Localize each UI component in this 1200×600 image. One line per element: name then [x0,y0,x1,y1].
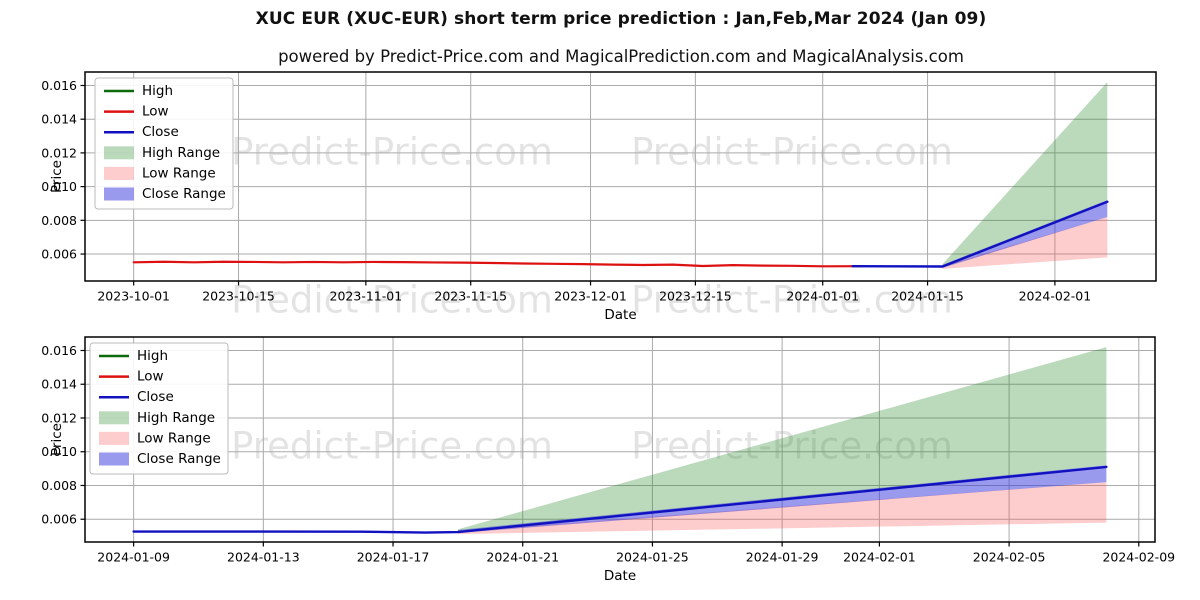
y-axis-label: Price [49,160,65,193]
legend-item: High Range [104,145,220,161]
legend-item: High Range [99,410,215,426]
low_range-legend-swatch [104,166,134,180]
x-tick-label: 2024-02-01 [843,550,916,565]
chart-title: XUC EUR (XUC-EUR) short term price predi… [255,9,987,29]
high-range-fill [457,347,1107,533]
x-tick-label: 2024-02-09 [1102,550,1175,565]
x-tick-label: 2023-11-01 [330,289,403,304]
watermark-text: Predict-Price.com [231,425,553,468]
x-tick-label: 2023-10-15 [202,289,275,304]
legend: High Low Close High Range Low Range Close Ran… [94,77,234,210]
legend-label: High Range [137,410,215,426]
x-tick-label: 2024-01-13 [227,550,300,565]
x-tick-label: 2024-01-25 [616,550,689,565]
legend-label: High [142,83,173,99]
x-tick-label: 2024-01-09 [97,550,170,565]
high-range-fill [942,82,1108,268]
y-tick-label: 0.006 [41,512,77,527]
legend-item: Low [99,369,164,385]
x-tick-label: 2023-10-01 [97,289,170,304]
low-range-fill [942,216,1108,269]
legend-item: Close [99,389,174,405]
watermark-text: Predict-Price.com [631,131,953,174]
legend-item: Low Range [104,165,216,181]
x-tick-label: 2023-12-01 [554,289,627,304]
chart-history-and-forecast: 2023-10-01 2023-10-15 2023-11-01 2023-11-15… [41,71,1157,323]
x-tick-label: 2024-01-21 [486,550,559,565]
y-tick-label: 0.016 [41,343,77,358]
x-tick-label: 2024-01-01 [786,289,859,304]
low-range-fill [457,482,1107,535]
x-tick-label: 2024-01-29 [746,550,819,565]
x-axis-label: Date [604,568,636,584]
legend-item: Low [104,104,169,120]
legend-item: High [99,348,168,364]
close_range-legend-swatch [99,452,129,466]
plot-border [84,336,1156,543]
high_range-legend-swatch [99,411,129,425]
y-tick-label: 0.008 [41,213,77,228]
x-tick-label: 2023-11-15 [434,289,507,304]
watermark-text: Predict-Price.com [231,131,553,174]
watermark-text: Predict-Price.com [631,425,953,468]
watermark-text: Predict-Price.com [231,279,553,322]
chart-subtitle: powered by Predict-Price.com and Magical… [278,47,964,66]
y-tick-label: 0.012 [41,145,77,160]
chart-forecast-zoom: 2024-01-09 2024-01-13 2024-01-17 2024-01-21… [41,336,1175,584]
legend-label: High Range [142,145,220,161]
legend-label: Low Range [142,165,216,181]
legend-item: High [104,83,173,99]
legend-item: Low Range [99,430,211,446]
legend-item: Close Range [99,451,221,467]
y-axis-label: Price [49,423,65,456]
x-tick-label: 2024-01-17 [357,550,430,565]
y-tick-label: 0.016 [41,78,77,93]
x-tick-label: 2024-02-05 [973,550,1046,565]
y-tick-label: 0.008 [41,478,77,493]
legend-label: Close [137,389,174,405]
y-tick-label: 0.014 [41,377,77,392]
close-line [132,465,1108,534]
legend-label: Low Range [137,430,211,446]
legend-item: Close Range [104,186,226,202]
legend-label: Low [137,369,164,385]
watermark-layer: Predict-Price.com Predict-Price.com Predic… [231,131,953,468]
legend-item: Close [104,124,179,140]
x-axis-label: Date [604,307,636,323]
close_range-legend-swatch [104,187,134,201]
low_range-legend-swatch [99,431,129,445]
y-tick-label: 0.012 [41,410,77,425]
legend-label: Low [142,104,169,120]
high_range-legend-swatch [104,146,134,160]
legend-label: Close Range [137,451,221,467]
legend-label: Close Range [142,186,226,202]
legend-label: High [137,348,168,364]
close-line [851,200,1109,268]
y-tick-label: 0.010 [41,179,77,194]
plot-border [84,71,1157,282]
x-tick-label: 2024-02-01 [1019,289,1092,304]
y-tick-label: 0.006 [41,247,77,262]
x-tick-label: 2024-01-15 [891,289,964,304]
legend-label: Close [142,124,179,140]
x-tick-label: 2023-12-15 [659,289,732,304]
low-line [132,260,862,268]
watermark-text: Predict-Price.com [631,279,953,322]
y-tick-label: 0.010 [41,444,77,459]
y-tick-label: 0.014 [41,112,77,127]
legend: High Low Close High Range Low Range Close Ran… [89,342,229,475]
